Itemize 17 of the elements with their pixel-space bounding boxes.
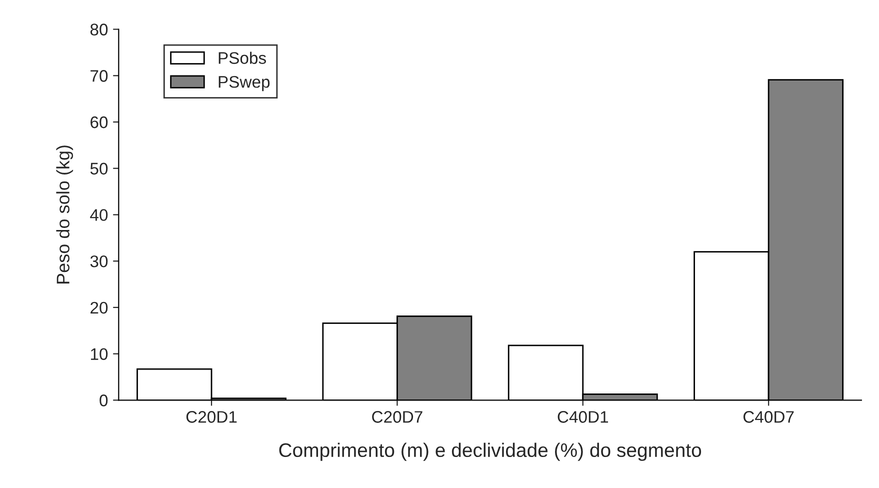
y-tick-label: 50 (90, 162, 108, 175)
y-tick-label: 80 (90, 24, 108, 36)
x-tick-label: C20D7 (372, 411, 422, 423)
y-tick-label: 60 (90, 116, 108, 128)
x-tick-label: C40D1 (558, 411, 608, 423)
x-tick-label: C20D1 (186, 411, 237, 423)
y-tick-label: 10 (90, 348, 108, 360)
y-tick-label: 70 (90, 70, 108, 82)
legend-label: PSobs (218, 52, 266, 64)
x-axis-title: Comprimento (m) e declividade (%) do segmento (279, 442, 702, 461)
y-tick-label: 40 (90, 209, 108, 221)
legend-label: PSwep (218, 76, 270, 92)
y-axis-title: Peso do solo (kg) (56, 146, 74, 284)
y-tick-label: 0 (100, 394, 108, 406)
x-tick-label: C40D7 (743, 411, 794, 423)
y-tick-label: 20 (90, 302, 108, 314)
y-tick-label: 30 (90, 255, 108, 268)
